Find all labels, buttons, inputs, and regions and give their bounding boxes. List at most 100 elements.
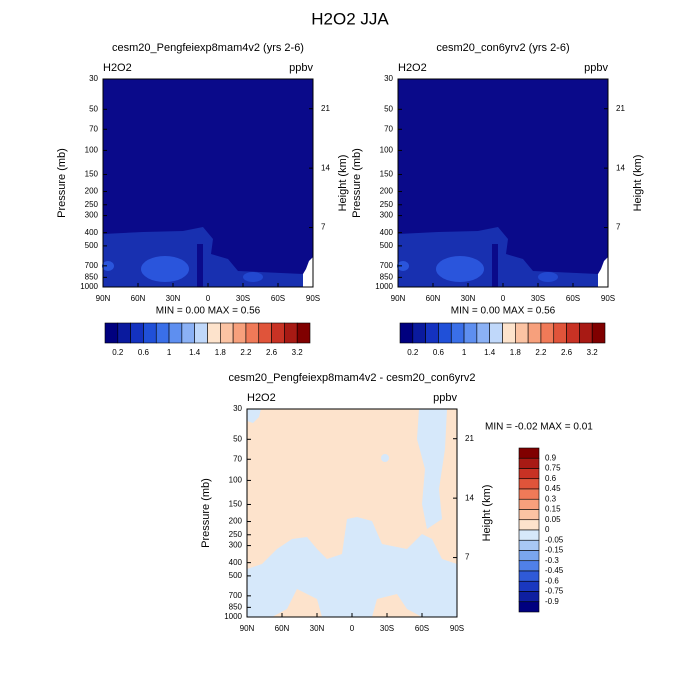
colorbar-box bbox=[518, 498, 540, 510]
y-tick-label: 150 bbox=[85, 170, 99, 179]
x-tick-label: 30S bbox=[236, 294, 250, 303]
x-tick-label: 30N bbox=[166, 294, 181, 303]
colorbar-label: 3.2 bbox=[292, 348, 304, 357]
colorbar-box bbox=[518, 468, 540, 480]
contour-field bbox=[397, 79, 608, 287]
colorbar-box bbox=[518, 570, 540, 582]
panel-title: cesm20_Pengfeiexp8mam4v2 - cesm20_con6yr… bbox=[228, 372, 475, 384]
stats: MIN = 0.00 MAX = 0.56 bbox=[156, 306, 261, 317]
colorbar-box bbox=[518, 591, 540, 603]
y-tick-label: 70 bbox=[384, 124, 393, 133]
colorbar-label: 0.05 bbox=[545, 515, 561, 524]
y2-tick-label: 21 bbox=[616, 104, 625, 113]
y2-tick-label: 7 bbox=[321, 223, 326, 232]
y-tick-label: 700 bbox=[380, 261, 394, 270]
x-tick-label: 30N bbox=[461, 294, 476, 303]
stats: MIN = 0.00 MAX = 0.56 bbox=[451, 306, 556, 317]
colorbar-box bbox=[271, 322, 285, 344]
colorbar-box bbox=[518, 478, 540, 490]
y2-tick-label: 21 bbox=[321, 104, 330, 113]
colorbar-box bbox=[518, 580, 540, 592]
left-label: H2O2 bbox=[103, 62, 132, 74]
right-label: ppbv bbox=[433, 392, 457, 404]
colorbar-box bbox=[476, 322, 490, 344]
y-tick-label: 200 bbox=[85, 187, 99, 196]
x-tick-label: 90N bbox=[391, 294, 406, 303]
x-tick-label: 60S bbox=[566, 294, 580, 303]
y2-axis-label: Height (km) bbox=[481, 485, 493, 542]
colorbar-box bbox=[245, 322, 260, 344]
colorbar-label: 0.2 bbox=[112, 348, 124, 357]
y-tick-label: 700 bbox=[229, 591, 243, 600]
y-tick-label: 100 bbox=[229, 476, 243, 485]
x-tick-label: 90N bbox=[240, 624, 255, 633]
y-tick-label: 850 bbox=[380, 272, 394, 281]
y-tick-label: 30 bbox=[384, 74, 393, 83]
y2-axis-label: Height (km) bbox=[337, 155, 349, 212]
colorbar-box bbox=[518, 509, 540, 521]
colorbar-label: 0.6 bbox=[138, 348, 150, 357]
x-tick-label: 60N bbox=[131, 294, 146, 303]
colorbar-box bbox=[143, 322, 157, 344]
colorbar-box bbox=[553, 322, 567, 344]
colorbar-box bbox=[518, 539, 540, 551]
stats: MIN = -0.02 MAX = 0.01 bbox=[485, 422, 593, 433]
colorbar-label: -0.6 bbox=[545, 576, 559, 585]
y-tick-label: 400 bbox=[229, 558, 243, 567]
colorbar-label: -0.9 bbox=[545, 597, 559, 606]
y2-tick-label: 7 bbox=[465, 553, 470, 562]
colorbar-label: 0.3 bbox=[545, 494, 557, 503]
colorbar-box bbox=[296, 322, 311, 344]
colorbar-label: 0.2 bbox=[407, 348, 419, 357]
y-tick-label: 300 bbox=[380, 211, 394, 220]
y-tick-label: 700 bbox=[85, 261, 99, 270]
colorbar-box bbox=[194, 322, 208, 344]
y-tick-label: 1000 bbox=[80, 282, 98, 291]
colorbar-label: 0.9 bbox=[545, 453, 557, 462]
y2-axis-label: Height (km) bbox=[632, 155, 644, 212]
colorbar-box bbox=[207, 322, 221, 344]
x-tick-label: 90S bbox=[306, 294, 320, 303]
y-tick-label: 150 bbox=[380, 170, 394, 179]
y-tick-label: 70 bbox=[233, 454, 242, 463]
y-tick-label: 100 bbox=[380, 146, 394, 155]
colorbar-box bbox=[518, 601, 540, 613]
colorbar-label: 1 bbox=[167, 348, 172, 357]
figure-title: H2O2 JJA bbox=[311, 9, 389, 28]
x-tick-label: 90S bbox=[450, 624, 464, 633]
colorbar-label: 1.4 bbox=[189, 348, 201, 357]
colorbar-label: 1.8 bbox=[215, 348, 227, 357]
colorbar-box bbox=[412, 322, 426, 344]
colorbar-box bbox=[463, 322, 478, 344]
colorbar-label: 0.6 bbox=[545, 474, 557, 483]
contour-field bbox=[102, 79, 313, 287]
x-tick-label: 30S bbox=[531, 294, 545, 303]
colorbar-box bbox=[130, 322, 144, 344]
y-tick-label: 30 bbox=[89, 74, 98, 83]
y2-tick-label: 21 bbox=[465, 434, 474, 443]
colorbar-box bbox=[104, 322, 119, 344]
colorbar-box bbox=[489, 322, 503, 344]
colorbar-box bbox=[518, 550, 540, 562]
panel-title: cesm20_Pengfeiexp8mam4v2 (yrs 2-6) bbox=[112, 42, 304, 54]
y-tick-label: 50 bbox=[384, 104, 393, 113]
panel-title: cesm20_con6yrv2 (yrs 2-6) bbox=[436, 42, 569, 54]
x-tick-label: 0 bbox=[350, 624, 355, 633]
x-tick-label: 60N bbox=[275, 624, 290, 633]
y-tick-label: 1000 bbox=[224, 612, 242, 621]
colorbar-box bbox=[450, 322, 465, 344]
colorbar-label: -0.75 bbox=[545, 587, 564, 596]
y2-tick-label: 7 bbox=[616, 223, 621, 232]
y-tick-label: 300 bbox=[229, 541, 243, 550]
left-label: H2O2 bbox=[398, 62, 427, 74]
right-label: ppbv bbox=[289, 62, 313, 74]
colorbar-box bbox=[220, 322, 234, 344]
colorbar-label: -0.3 bbox=[545, 556, 559, 565]
colorbar-box bbox=[155, 322, 170, 344]
colorbar-box bbox=[518, 519, 540, 531]
colorbar-label: 0.45 bbox=[545, 484, 561, 493]
y2-tick-label: 14 bbox=[465, 493, 474, 502]
y-tick-label: 30 bbox=[233, 404, 242, 413]
colorbar-box bbox=[518, 529, 540, 541]
colorbar-box bbox=[527, 322, 542, 344]
